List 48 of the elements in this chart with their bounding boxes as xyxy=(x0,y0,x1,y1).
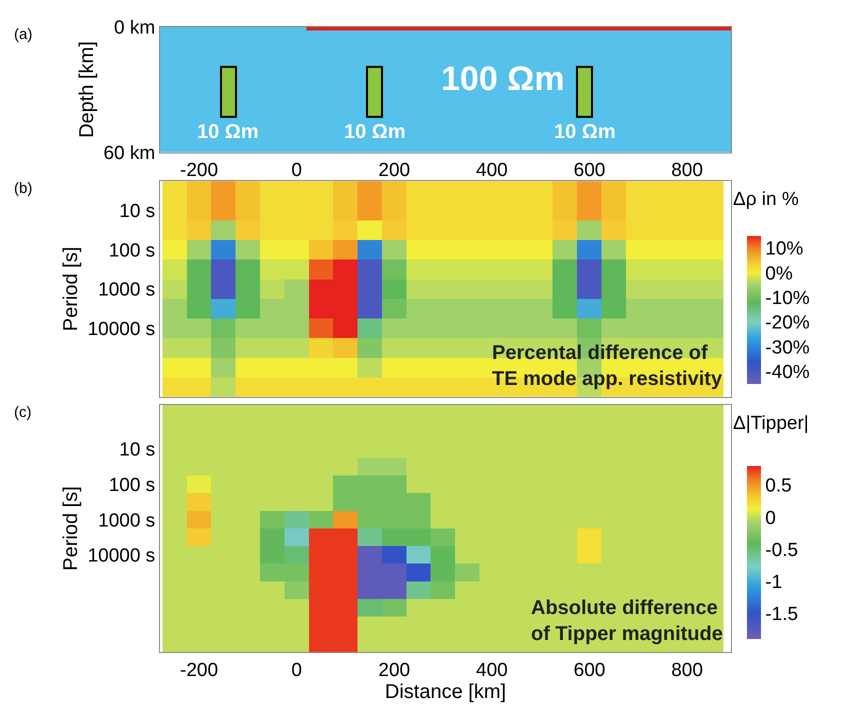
y-tick-label: 0 km xyxy=(114,18,156,39)
color-bar-label: 0% xyxy=(765,263,793,284)
x-tick-label: 200 xyxy=(378,160,410,182)
annotation: Percental difference of TE mode app. resistivity xyxy=(492,342,723,390)
y-tick-label: 10000 s xyxy=(88,546,156,567)
x-tick-label: 200 xyxy=(378,660,410,681)
annotation: 10 Ωm xyxy=(344,121,406,143)
y-tick-label: 1000 s xyxy=(98,510,156,532)
x-tick-label: -200 xyxy=(180,160,218,182)
y-tick-label: 100 s xyxy=(108,475,156,496)
x-tick-label: 800 xyxy=(671,160,703,182)
color-bar-label: -0.5 xyxy=(765,540,798,561)
y-axis-title: Period [s] xyxy=(60,246,82,332)
annotation: 10 Ωm xyxy=(554,121,616,143)
x-tick-label: 0 xyxy=(291,160,302,182)
y-tick-label: 1000 s xyxy=(98,280,156,301)
x-tick-label: 400 xyxy=(476,660,508,681)
color-bar-title: Δ|Tipper| xyxy=(733,413,809,434)
color-bar-label: -1.5 xyxy=(765,604,798,625)
color-bar-label: -20% xyxy=(765,312,810,334)
color-bar-label: -1 xyxy=(765,572,782,593)
x-tick-label: 600 xyxy=(574,160,606,182)
text: (a) xyxy=(14,26,32,43)
y-axis-title: Depth [km] xyxy=(76,41,98,138)
x-tick-label: 800 xyxy=(671,660,703,681)
color-bar-label: 0.5 xyxy=(765,476,792,497)
color-bar-label: -30% xyxy=(765,337,810,358)
y-tick-label: 10000 s xyxy=(88,318,156,340)
y-axis-title: Period [s] xyxy=(60,486,82,571)
color-bar-title: Δρ in % xyxy=(733,189,799,210)
text: (c) xyxy=(14,404,32,421)
x-tick-label: -200 xyxy=(180,660,218,681)
color-bar-label: -40% xyxy=(765,362,810,383)
x-tick-label: 400 xyxy=(476,160,508,182)
color-bar-label: 10% xyxy=(765,238,804,260)
y-tick-label: 10 s xyxy=(119,440,156,461)
y-tick-label: 60 km xyxy=(103,142,156,164)
x-tick-label: 0 xyxy=(291,660,302,681)
annotation: Absolute difference of Tipper magnitude xyxy=(531,597,723,645)
annotation: 100 Ωm xyxy=(441,60,565,98)
x-axis-title: Distance [km] xyxy=(384,680,506,703)
annotation: 10 Ωm xyxy=(197,121,259,143)
y-tick-label: 100 s xyxy=(108,240,156,262)
color-bar-label: 0 xyxy=(765,508,776,529)
text: (b) xyxy=(14,180,32,197)
x-tick-label: 600 xyxy=(574,660,606,681)
color-bar-label: -10% xyxy=(765,288,810,309)
y-tick-label: 10 s xyxy=(119,201,156,222)
